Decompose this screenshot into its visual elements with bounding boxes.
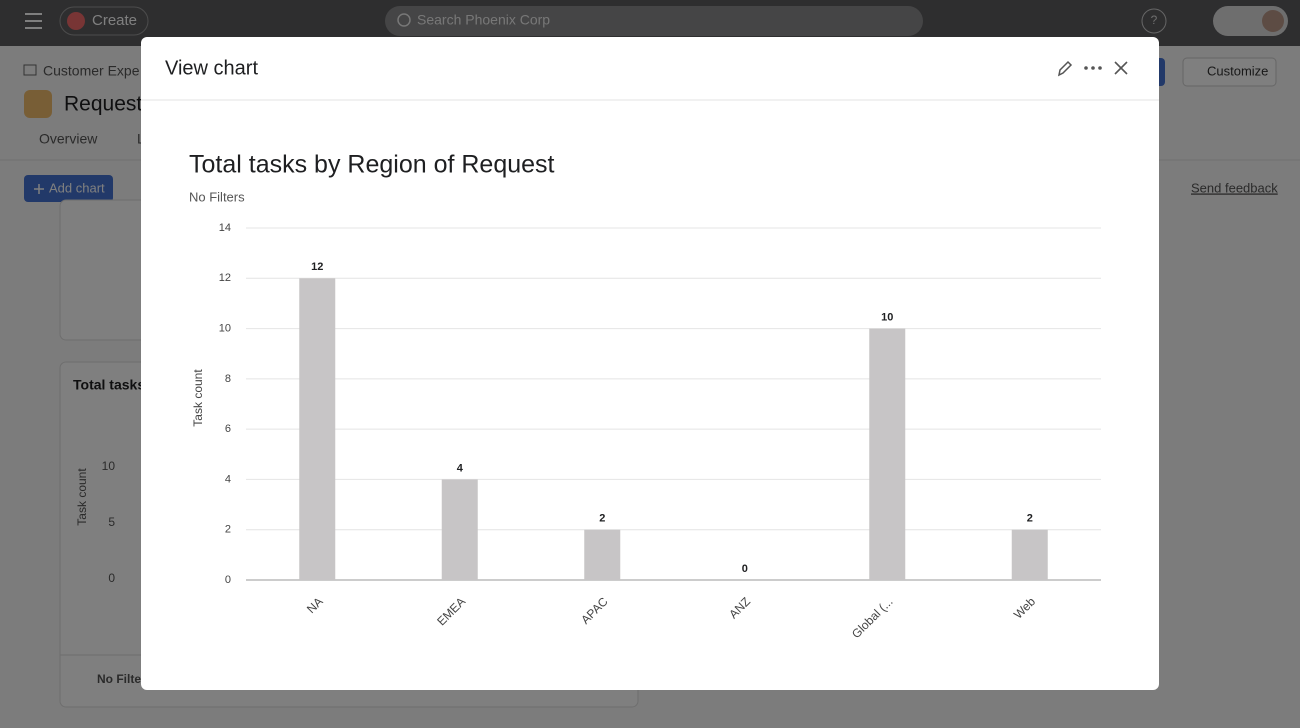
y-tick-label: 12: [219, 272, 231, 284]
chart-subtitle: No Filters: [189, 189, 245, 204]
bar: [299, 278, 336, 580]
y-axis-label: Task count: [191, 369, 205, 427]
more-icon[interactable]: [1084, 66, 1102, 70]
value-label: 0: [742, 563, 748, 575]
y-tick-label: 0: [225, 574, 231, 586]
bar: [1011, 529, 1048, 580]
y-tick-label: 4: [225, 473, 231, 485]
close-icon[interactable]: [1114, 61, 1128, 75]
y-tick-label: 6: [225, 423, 231, 435]
value-label: 4: [457, 462, 464, 474]
value-label: 2: [1027, 513, 1033, 525]
y-tick-label: 14: [219, 222, 231, 234]
y-tick-label: 10: [219, 322, 231, 334]
chart-title: Total tasks by Region of Request: [189, 151, 555, 179]
bar: [584, 529, 621, 580]
bar: [441, 479, 478, 580]
y-tick-label: 8: [225, 373, 231, 385]
value-label: 12: [311, 261, 323, 273]
edit-icon[interactable]: [1057, 60, 1073, 77]
value-label: 2: [599, 513, 605, 525]
value-label: 10: [881, 311, 893, 323]
modal: [141, 37, 1159, 690]
y-tick-label: 2: [225, 524, 231, 536]
bar: [869, 328, 906, 580]
modal-title: View chart: [165, 57, 258, 79]
